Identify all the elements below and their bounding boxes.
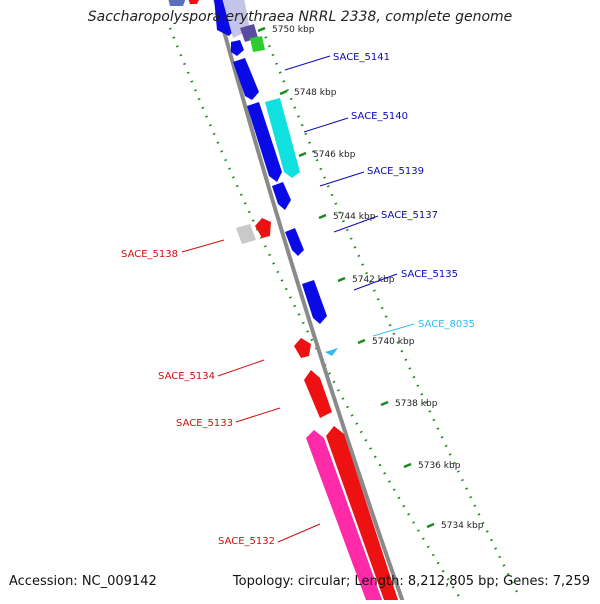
gene-label[interactable]: SACE_5135: [401, 269, 458, 280]
reverse-gene-arrow[interactable]: [304, 370, 332, 418]
gene-label[interactable]: SACE_5132: [218, 536, 275, 547]
gene-block[interactable]: [236, 224, 256, 244]
scale-tick: [318, 213, 327, 220]
gene-leader-line: [284, 55, 331, 71]
scale-tick: [298, 151, 307, 158]
gene-block[interactable]: [168, 0, 186, 6]
gene-label[interactable]: SACE_5137: [381, 210, 438, 221]
gene-leader-line: [333, 215, 379, 233]
scale-tick-label: 5734 kbp: [441, 521, 484, 531]
forward-gene-arrow[interactable]: [247, 102, 282, 182]
gene-block[interactable]: [250, 36, 265, 52]
gene-label[interactable]: SACE_5141: [333, 52, 390, 63]
scale-tick-label: 5736 kbp: [418, 461, 461, 471]
scale-tick-label: 5742 kbp: [352, 275, 395, 285]
genome-title: Saccharopolyspora erythraea NRRL 2338, c…: [87, 9, 513, 25]
scale-tick: [279, 89, 288, 96]
gene-leader-line: [353, 273, 398, 291]
scale-tick: [380, 400, 389, 407]
reverse-gene-arrow[interactable]: [294, 338, 311, 358]
scale-tick: [426, 522, 435, 529]
forward-gene-arrow[interactable]: [233, 58, 259, 100]
reverse-gene-arrow[interactable]: [306, 430, 382, 600]
scale-tick: [403, 462, 412, 469]
gene-leader-line: [319, 171, 365, 187]
gene-label[interactable]: SACE_5140: [351, 111, 408, 122]
scale-tick-label: 5746 kbp: [313, 150, 356, 160]
scale-tick-label: 5738 kbp: [395, 399, 438, 409]
gene-label[interactable]: SACE_5138: [121, 249, 178, 260]
gene-leader-line: [235, 407, 281, 423]
forward-gene-arrow[interactable]: [272, 182, 291, 210]
forward-gene-arrow[interactable]: [285, 228, 304, 256]
scale-tick-label: 5740 kbp: [372, 337, 415, 347]
forward-gene-arrow[interactable]: [302, 280, 327, 324]
gene-leader-line: [303, 117, 349, 133]
scale-tick-label: 5748 kbp: [294, 88, 337, 98]
scale-tick-label: 5744 kbp: [333, 212, 376, 222]
genome-summary: Topology: circular; Length: 8,212,805 bp…: [232, 574, 590, 589]
gene-label[interactable]: SACE_5139: [367, 166, 424, 177]
gene-leader-line: [217, 359, 265, 377]
reverse-gene-arrow[interactable]: [188, 0, 200, 4]
gene-label[interactable]: SACE_5134: [158, 371, 215, 382]
scale-tick: [337, 276, 346, 283]
scale-tick-label: 5750 kbp: [272, 25, 315, 35]
reverse-gene-arrow[interactable]: [326, 426, 398, 600]
reverse-gene-arrow[interactable]: [255, 218, 271, 238]
scale-tick: [357, 338, 366, 345]
scale-tick-ring: [260, 27, 522, 599]
forward-gene-arrow[interactable]: [231, 40, 244, 56]
gene-label[interactable]: SACE_5133: [176, 418, 233, 429]
scale-tick: [257, 26, 266, 33]
accession-label: Accession: NC_009142: [9, 574, 157, 589]
cyan-gene-arrow[interactable]: [265, 98, 300, 178]
small-gene-arrow[interactable]: [325, 348, 338, 356]
gene-label[interactable]: SACE_8035: [418, 319, 475, 330]
genome-backbone: [213, 0, 406, 604]
gene-leader-line: [181, 239, 225, 253]
gene-leader-line: [277, 523, 321, 543]
gene-leader-line: [372, 323, 415, 337]
